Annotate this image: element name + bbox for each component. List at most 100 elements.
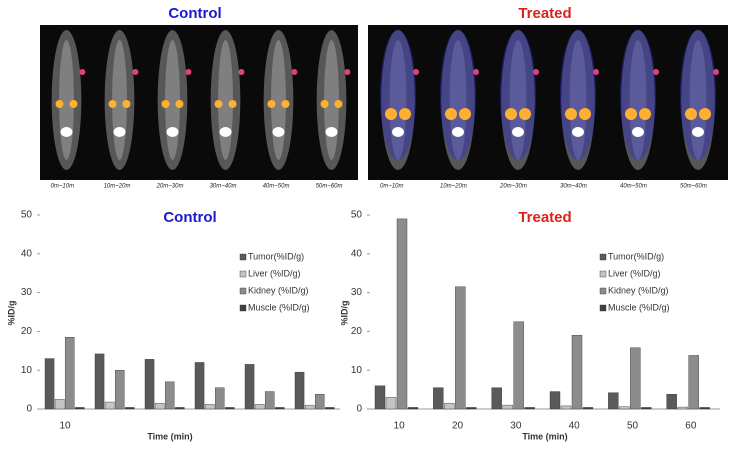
frame-label: 10m~20m [440,184,467,190]
bladder [572,127,584,137]
bar [582,407,594,410]
bar [104,401,115,410]
chart-title: Control [163,209,216,226]
y-tick-label: 30 [351,287,363,298]
hot-spot [175,100,184,108]
tumor-spot [238,69,245,75]
bar [630,347,641,410]
x-tick-label: 60 [685,421,697,432]
body-scan-core [218,40,233,160]
bar [304,404,315,410]
bar [244,364,255,410]
hot-spot [579,108,591,120]
legend-label: Liver (%ID/g) [608,268,661,278]
uptake-haze [560,30,596,160]
bladder [272,127,285,137]
bar [666,394,677,410]
frame-label: 40m~50m [263,184,290,190]
y-tick-label: 0 [26,404,32,415]
bladder [692,127,704,137]
bladder [219,127,232,137]
bar [513,321,524,410]
x-axis-label: Time (min) [522,431,567,441]
hot-spot [281,100,290,108]
tumor-spot [653,69,659,75]
legend-swatch [599,304,607,312]
bar [571,335,583,410]
hot-spot [639,108,651,120]
tumor-spot [533,69,539,75]
x-axis-label: Time (min) [147,431,192,441]
bar [175,407,185,410]
frame-label: 0m~10m [51,184,75,190]
bar [699,407,710,410]
y-tick-label: 20 [21,326,33,337]
legend-label: Muscle (%ID/g) [248,302,310,312]
tumor-spot [713,69,719,75]
legend-swatch [239,287,247,295]
hot-spot [699,108,711,120]
frame-label: 30m~40m [560,184,587,190]
y-tick-label: 40 [351,248,363,259]
bar [407,407,419,410]
tumor-spot [413,69,419,75]
legend-swatch [239,253,247,261]
x-tick-label: 30 [510,421,522,432]
y-tick-label: 40 [21,248,33,259]
tumor-spot [473,69,479,75]
legend-swatch [599,253,607,261]
bar [44,358,55,410]
bladder [452,127,464,137]
uptake-haze [440,30,476,160]
hot-spot [385,108,397,120]
uptake-haze [620,30,656,160]
legend-swatch [599,270,607,278]
bar [619,406,630,410]
legend-label: Muscle (%ID/g) [608,302,670,312]
bar [641,407,652,410]
body-scan-core [324,40,339,160]
y-tick-label: 0 [356,404,362,415]
bar [314,394,325,410]
frame-label: 30m~40m [210,184,237,190]
hot-spot [55,100,64,108]
bar [294,371,305,410]
hot-spot [228,100,237,108]
uptake-haze [380,30,416,160]
image-background [368,25,728,180]
bar [560,405,572,410]
hot-spot [122,100,131,108]
frame-label: 20m~30m [499,184,527,190]
bar [164,381,175,410]
y-tick-label: 10 [21,365,33,376]
x-tick-label: 50 [627,421,639,432]
hot-spot [334,100,343,108]
bar [144,359,155,410]
panel-title: Treated [518,5,571,22]
y-axis-label: %ID/g [339,300,349,325]
bar [385,397,397,410]
body-scan-core [271,40,286,160]
y-tick-label: 20 [351,326,363,337]
bladder [512,127,524,137]
bladder [392,127,404,137]
frame-label: 50m~60m [680,184,707,190]
bar [114,370,125,410]
bar [275,407,285,410]
bar [677,406,688,410]
bladder [113,127,126,137]
bar [524,407,535,410]
uptake-haze [500,30,536,160]
tumor-spot [132,69,139,75]
y-tick-label: 10 [351,365,363,376]
bar [455,286,466,410]
tumor-spot [593,69,599,75]
chart-title: Treated [518,209,571,226]
legend-label: Tumor(%ID/g) [608,251,664,261]
hot-spot [69,100,78,108]
hot-spot [399,108,411,120]
hot-spot [108,100,117,108]
bladder [325,127,338,137]
legend-label: Kidney (%ID/g) [608,285,669,295]
